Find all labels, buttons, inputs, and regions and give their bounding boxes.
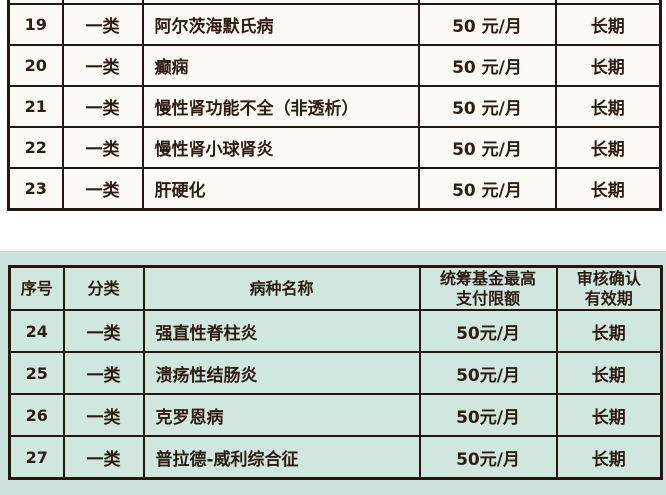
header-payment-limit-line2: 支付限额 — [455, 288, 520, 308]
cell-disease-name: 慢性肾功能不全（非透析） — [141, 85, 420, 128]
cell-validity: 长期 — [554, 126, 662, 169]
cell-payment-limit: 50 元/月 — [417, 167, 557, 211]
cell-serial-number: 19 — [7, 3, 64, 46]
cell-serial-number: 25 — [8, 351, 65, 395]
cell-disease-name: 强直性脊柱炎 — [142, 309, 421, 353]
cell-payment-limit: 50元/月 — [418, 351, 558, 395]
header-validity: 审核确认 有效期 — [555, 265, 663, 311]
disease-table-lower: 序号 分类 病种名称 统筹基金最高 支付限额 审核确认 有效期 24 一类 强直… — [8, 265, 663, 480]
cell-serial-number: 22 — [7, 126, 64, 169]
table-row: 19 一类 阿尔茨海默氏病 50 元/月 长期 — [7, 3, 662, 46]
header-row: 序号 分类 病种名称 统筹基金最高 支付限额 审核确认 有效期 — [8, 265, 663, 311]
cell-category: 一类 — [62, 393, 145, 437]
header-validity-line1: 审核确认 — [576, 268, 641, 288]
cell-category: 一类 — [62, 351, 145, 395]
cell-payment-limit: 50 元/月 — [417, 44, 557, 87]
cell-serial-number: 23 — [7, 167, 64, 211]
cell-category: 一类 — [61, 44, 144, 87]
cell-category: 一类 — [61, 126, 144, 169]
cell-payment-limit: 50元/月 — [418, 309, 558, 353]
table-row: 23 一类 肝硬化 50 元/月 长期 — [7, 167, 662, 211]
header-validity-line2: 有效期 — [584, 288, 633, 308]
clipped-cell — [7, 0, 64, 5]
clipped-cell — [417, 0, 557, 5]
cell-validity: 长期 — [555, 309, 663, 353]
disease-table-upper: 19 一类 阿尔茨海默氏病 50 元/月 长期 20 一类 癫痫 50 元/月 … — [7, 0, 662, 211]
cell-category: 一类 — [61, 3, 144, 46]
clipped-row — [7, 0, 662, 5]
cell-validity: 长期 — [554, 3, 662, 46]
cell-serial-number: 21 — [7, 85, 64, 128]
cell-disease-name: 慢性肾小球肾炎 — [141, 126, 420, 169]
cell-category: 一类 — [61, 167, 144, 211]
cell-disease-name: 克罗恩病 — [142, 393, 421, 437]
cell-disease-name: 阿尔茨海默氏病 — [141, 3, 420, 46]
cell-payment-limit: 50元/月 — [418, 435, 558, 480]
cell-payment-limit: 50 元/月 — [417, 126, 557, 169]
cell-validity: 长期 — [554, 44, 662, 87]
cell-payment-limit: 50 元/月 — [417, 85, 557, 128]
cell-validity: 长期 — [555, 393, 663, 437]
cell-validity: 长期 — [554, 85, 662, 128]
table-row: 25 一类 溃疡性结肠炎 50元/月 长期 — [8, 351, 663, 395]
cell-disease-name: 肝硬化 — [141, 167, 420, 211]
cell-validity: 长期 — [554, 167, 662, 211]
cell-category: 一类 — [61, 85, 144, 128]
header-disease-name: 病种名称 — [142, 265, 421, 311]
header-serial-number: 序号 — [8, 265, 65, 311]
table-row: 20 一类 癫痫 50 元/月 长期 — [7, 44, 662, 87]
cell-payment-limit: 50元/月 — [418, 393, 558, 437]
table-row: 26 一类 克罗恩病 50元/月 长期 — [8, 393, 663, 437]
cell-validity: 长期 — [555, 351, 663, 395]
table-row: 21 一类 慢性肾功能不全（非透析） 50 元/月 长期 — [7, 85, 662, 128]
cell-category: 一类 — [62, 435, 145, 480]
cell-serial-number: 24 — [8, 309, 65, 353]
cell-disease-name: 癫痫 — [141, 44, 420, 87]
cell-serial-number: 26 — [8, 393, 65, 437]
cell-category: 一类 — [62, 309, 145, 353]
cell-disease-name: 普拉德-威利综合征 — [142, 435, 421, 480]
cell-serial-number: 27 — [8, 435, 65, 480]
table-row: 24 一类 强直性脊柱炎 50元/月 长期 — [8, 309, 663, 353]
table-row: 22 一类 慢性肾小球肾炎 50 元/月 长期 — [7, 126, 662, 169]
cell-disease-name: 溃疡性结肠炎 — [142, 351, 421, 395]
header-category: 分类 — [62, 265, 145, 311]
cell-validity: 长期 — [555, 435, 663, 480]
clipped-cell — [61, 0, 144, 5]
table-row: 27 一类 普拉德-威利综合征 50元/月 长期 — [8, 435, 663, 480]
clipped-cell — [141, 0, 420, 5]
cell-serial-number: 20 — [7, 44, 64, 87]
header-payment-limit: 统筹基金最高 支付限额 — [418, 265, 558, 311]
clipped-cell — [554, 0, 662, 5]
header-payment-limit-line1: 统筹基金最高 — [439, 268, 536, 288]
cell-payment-limit: 50 元/月 — [417, 3, 557, 46]
